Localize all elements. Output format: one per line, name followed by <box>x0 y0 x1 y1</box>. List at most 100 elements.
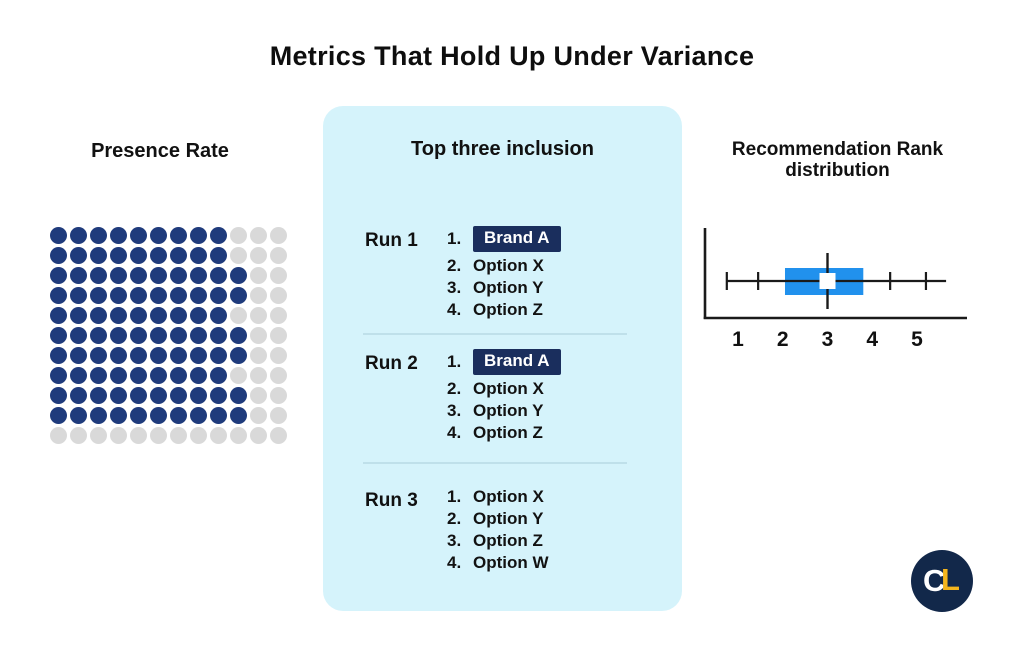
waffle-dot-filled <box>50 327 67 344</box>
ranking-item: 4. Option Z <box>447 299 561 321</box>
waffle-dot-empty <box>250 367 267 384</box>
waffle-dot-filled <box>130 267 147 284</box>
waffle-dot-filled <box>130 347 147 364</box>
ranking-option: Option Z <box>473 300 543 319</box>
run-divider <box>363 462 627 464</box>
waffle-dot-filled <box>190 387 207 404</box>
waffle-dot-filled <box>190 327 207 344</box>
waffle-dot-filled <box>170 347 187 364</box>
ranking-option: Option Z <box>473 531 543 550</box>
waffle-dot-filled <box>150 267 167 284</box>
waffle-dot-filled <box>190 287 207 304</box>
waffle-dot-filled <box>170 407 187 424</box>
waffle-dot-filled <box>50 387 67 404</box>
boxplot-x-tick-label: 5 <box>911 328 923 351</box>
run-block-2: Run 2 1. Brand A 2. Option X 3. Option Y 4. Opti… <box>365 348 652 444</box>
waffle-dot-filled <box>50 407 67 424</box>
waffle-dot-filled <box>210 267 227 284</box>
waffle-dot-empty <box>270 327 287 344</box>
ranking-item: 3. Option Z <box>447 530 549 552</box>
waffle-dot-empty <box>230 247 247 264</box>
waffle-dot-empty <box>270 347 287 364</box>
ranking-option: Option X <box>473 379 544 398</box>
waffle-dot-filled <box>170 327 187 344</box>
waffle-dot-filled <box>150 287 167 304</box>
waffle-dot-filled <box>130 307 147 324</box>
waffle-dot-filled <box>150 407 167 424</box>
ranking-item: 4. Option W <box>447 552 549 574</box>
waffle-dot-empty <box>250 387 267 404</box>
waffle-dot-filled <box>210 367 227 384</box>
waffle-dot-empty <box>90 427 107 444</box>
rank-distribution-title-line1: Recommendation Rank <box>731 139 944 160</box>
boxplot-x-tick-label: 3 <box>822 328 834 351</box>
waffle-dot-filled <box>110 267 127 284</box>
ranking-option: Option X <box>473 256 544 275</box>
waffle-dot-empty <box>270 227 287 244</box>
waffle-dot-filled <box>230 267 247 284</box>
waffle-dot-empty <box>170 427 187 444</box>
waffle-dot-filled <box>70 287 87 304</box>
run-block-3: Run 3 1. Option X 2. Option Y 3. Option Z 4. Opt… <box>365 486 652 574</box>
ranking-item: 1. Brand A <box>447 348 561 375</box>
waffle-dot-filled <box>70 387 87 404</box>
waffle-dot-filled <box>90 367 107 384</box>
waffle-dot-empty <box>230 427 247 444</box>
boxplot-median-marker <box>819 273 836 289</box>
waffle-dot-filled <box>70 267 87 284</box>
waffle-dot-filled <box>130 387 147 404</box>
boxplot-x-tick-label: 1 <box>732 328 744 351</box>
run-label: Run 2 <box>365 353 418 374</box>
waffle-dot-filled <box>210 407 227 424</box>
waffle-dot-filled <box>210 387 227 404</box>
waffle-dot-filled <box>190 347 207 364</box>
waffle-dot-filled <box>70 327 87 344</box>
waffle-dot-empty <box>250 327 267 344</box>
waffle-dot-filled <box>130 287 147 304</box>
ranking-option: Option Z <box>473 423 543 442</box>
ranking-number: 1. <box>447 487 462 506</box>
page-title: Metrics That Hold Up Under Variance <box>269 41 755 71</box>
ranking-item: 2. Option X <box>447 255 561 277</box>
waffle-dot-filled <box>90 327 107 344</box>
waffle-dot-filled <box>110 227 127 244</box>
waffle-dot-empty <box>270 387 287 404</box>
rank-distribution-title: Recommendation Rank distribution <box>700 139 975 181</box>
ranking-number: 4. <box>447 553 462 572</box>
ranking-option: Option Y <box>473 401 544 420</box>
waffle-dot-filled <box>170 307 187 324</box>
waffle-dot-empty <box>270 367 287 384</box>
ranking-number: 4. <box>447 423 462 442</box>
presence-rate-title: Presence Rate <box>91 140 229 162</box>
ranking-number: 2. <box>447 379 462 398</box>
run-ranking-list: 1. Brand A 2. Option X 3. Option Y 4. Option Z <box>447 225 561 321</box>
waffle-dot-filled <box>210 307 227 324</box>
waffle-dot-filled <box>190 307 207 324</box>
ranking-number: 1. <box>447 228 462 248</box>
waffle-dot-empty <box>210 427 227 444</box>
waffle-dot-filled <box>170 287 187 304</box>
waffle-dot-empty <box>230 367 247 384</box>
waffle-dot-filled <box>50 367 67 384</box>
waffle-dot-filled <box>150 327 167 344</box>
waffle-dot-empty <box>250 247 267 264</box>
waffle-dot-filled <box>210 227 227 244</box>
run-label: Run 1 <box>365 230 418 251</box>
waffle-dot-empty <box>250 427 267 444</box>
waffle-dot-filled <box>190 367 207 384</box>
ranking-item: 4. Option Z <box>447 422 561 444</box>
waffle-dot-filled <box>150 247 167 264</box>
waffle-dot-filled <box>90 307 107 324</box>
waffle-dot-empty <box>270 267 287 284</box>
ranking-option: Option Y <box>473 509 544 528</box>
ranking-item: 2. Option X <box>447 378 561 400</box>
rank-distribution-title-line2: distribution <box>785 160 890 181</box>
waffle-dot-empty <box>250 287 267 304</box>
waffle-dot-empty <box>270 307 287 324</box>
logo-letter-l: L <box>941 562 960 597</box>
waffle-dot-filled <box>110 387 127 404</box>
waffle-dot-empty <box>250 267 267 284</box>
waffle-dot-filled <box>110 247 127 264</box>
waffle-dot-filled <box>90 347 107 364</box>
waffle-dot-filled <box>170 267 187 284</box>
